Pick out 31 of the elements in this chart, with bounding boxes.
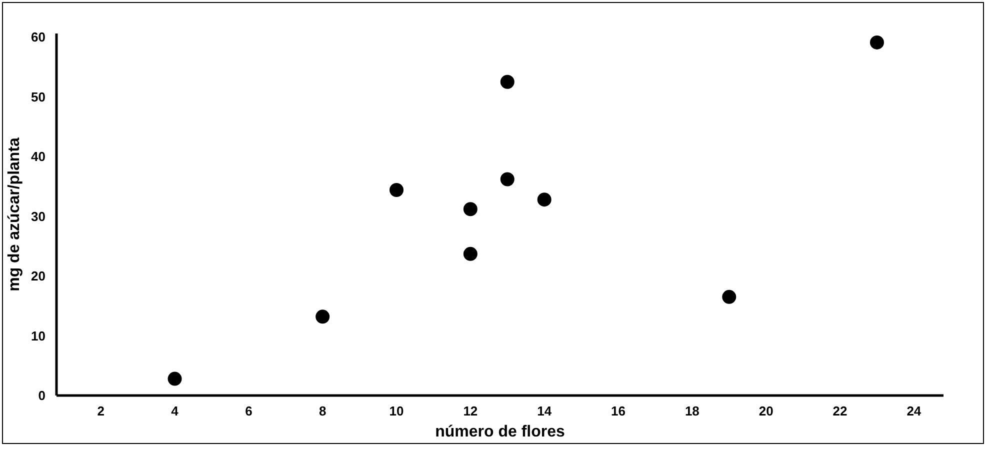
x-tick-label: 16	[611, 404, 626, 418]
x-tick-label: 20	[758, 404, 774, 418]
y-tick-label: 60	[31, 30, 46, 45]
x-tick-label: 10	[389, 404, 404, 418]
x-tick-label: 14	[537, 404, 552, 418]
y-tick-label: 10	[31, 328, 46, 344]
point	[168, 372, 182, 386]
point	[722, 290, 736, 304]
x-tick-label: 8	[318, 404, 326, 418]
point	[500, 74, 514, 89]
x-tick-label: 22	[832, 404, 848, 418]
y-tick-label: 30	[31, 208, 46, 224]
point	[390, 183, 404, 197]
point	[500, 172, 514, 186]
y-tick-label: 40	[31, 149, 46, 164]
y-tick-label: 50	[31, 89, 46, 104]
point	[316, 310, 330, 324]
y-tick-label: 0	[38, 388, 46, 403]
point	[537, 192, 552, 207]
x-tick-label: 18	[684, 404, 700, 418]
x-tick-label: 6	[245, 404, 252, 418]
x-tick-label: 24	[906, 404, 922, 418]
x-axis-title: número de flores	[435, 424, 566, 440]
y-tick-label: 20	[31, 268, 46, 284]
point	[870, 35, 884, 50]
x-tick-label: 2	[97, 404, 104, 418]
x-tick-label: 12	[463, 404, 478, 418]
point	[463, 246, 478, 261]
point	[463, 202, 478, 216]
x-tick-label: 4	[171, 404, 180, 418]
y-axis-title: mg de azúcar/planta	[6, 137, 24, 292]
